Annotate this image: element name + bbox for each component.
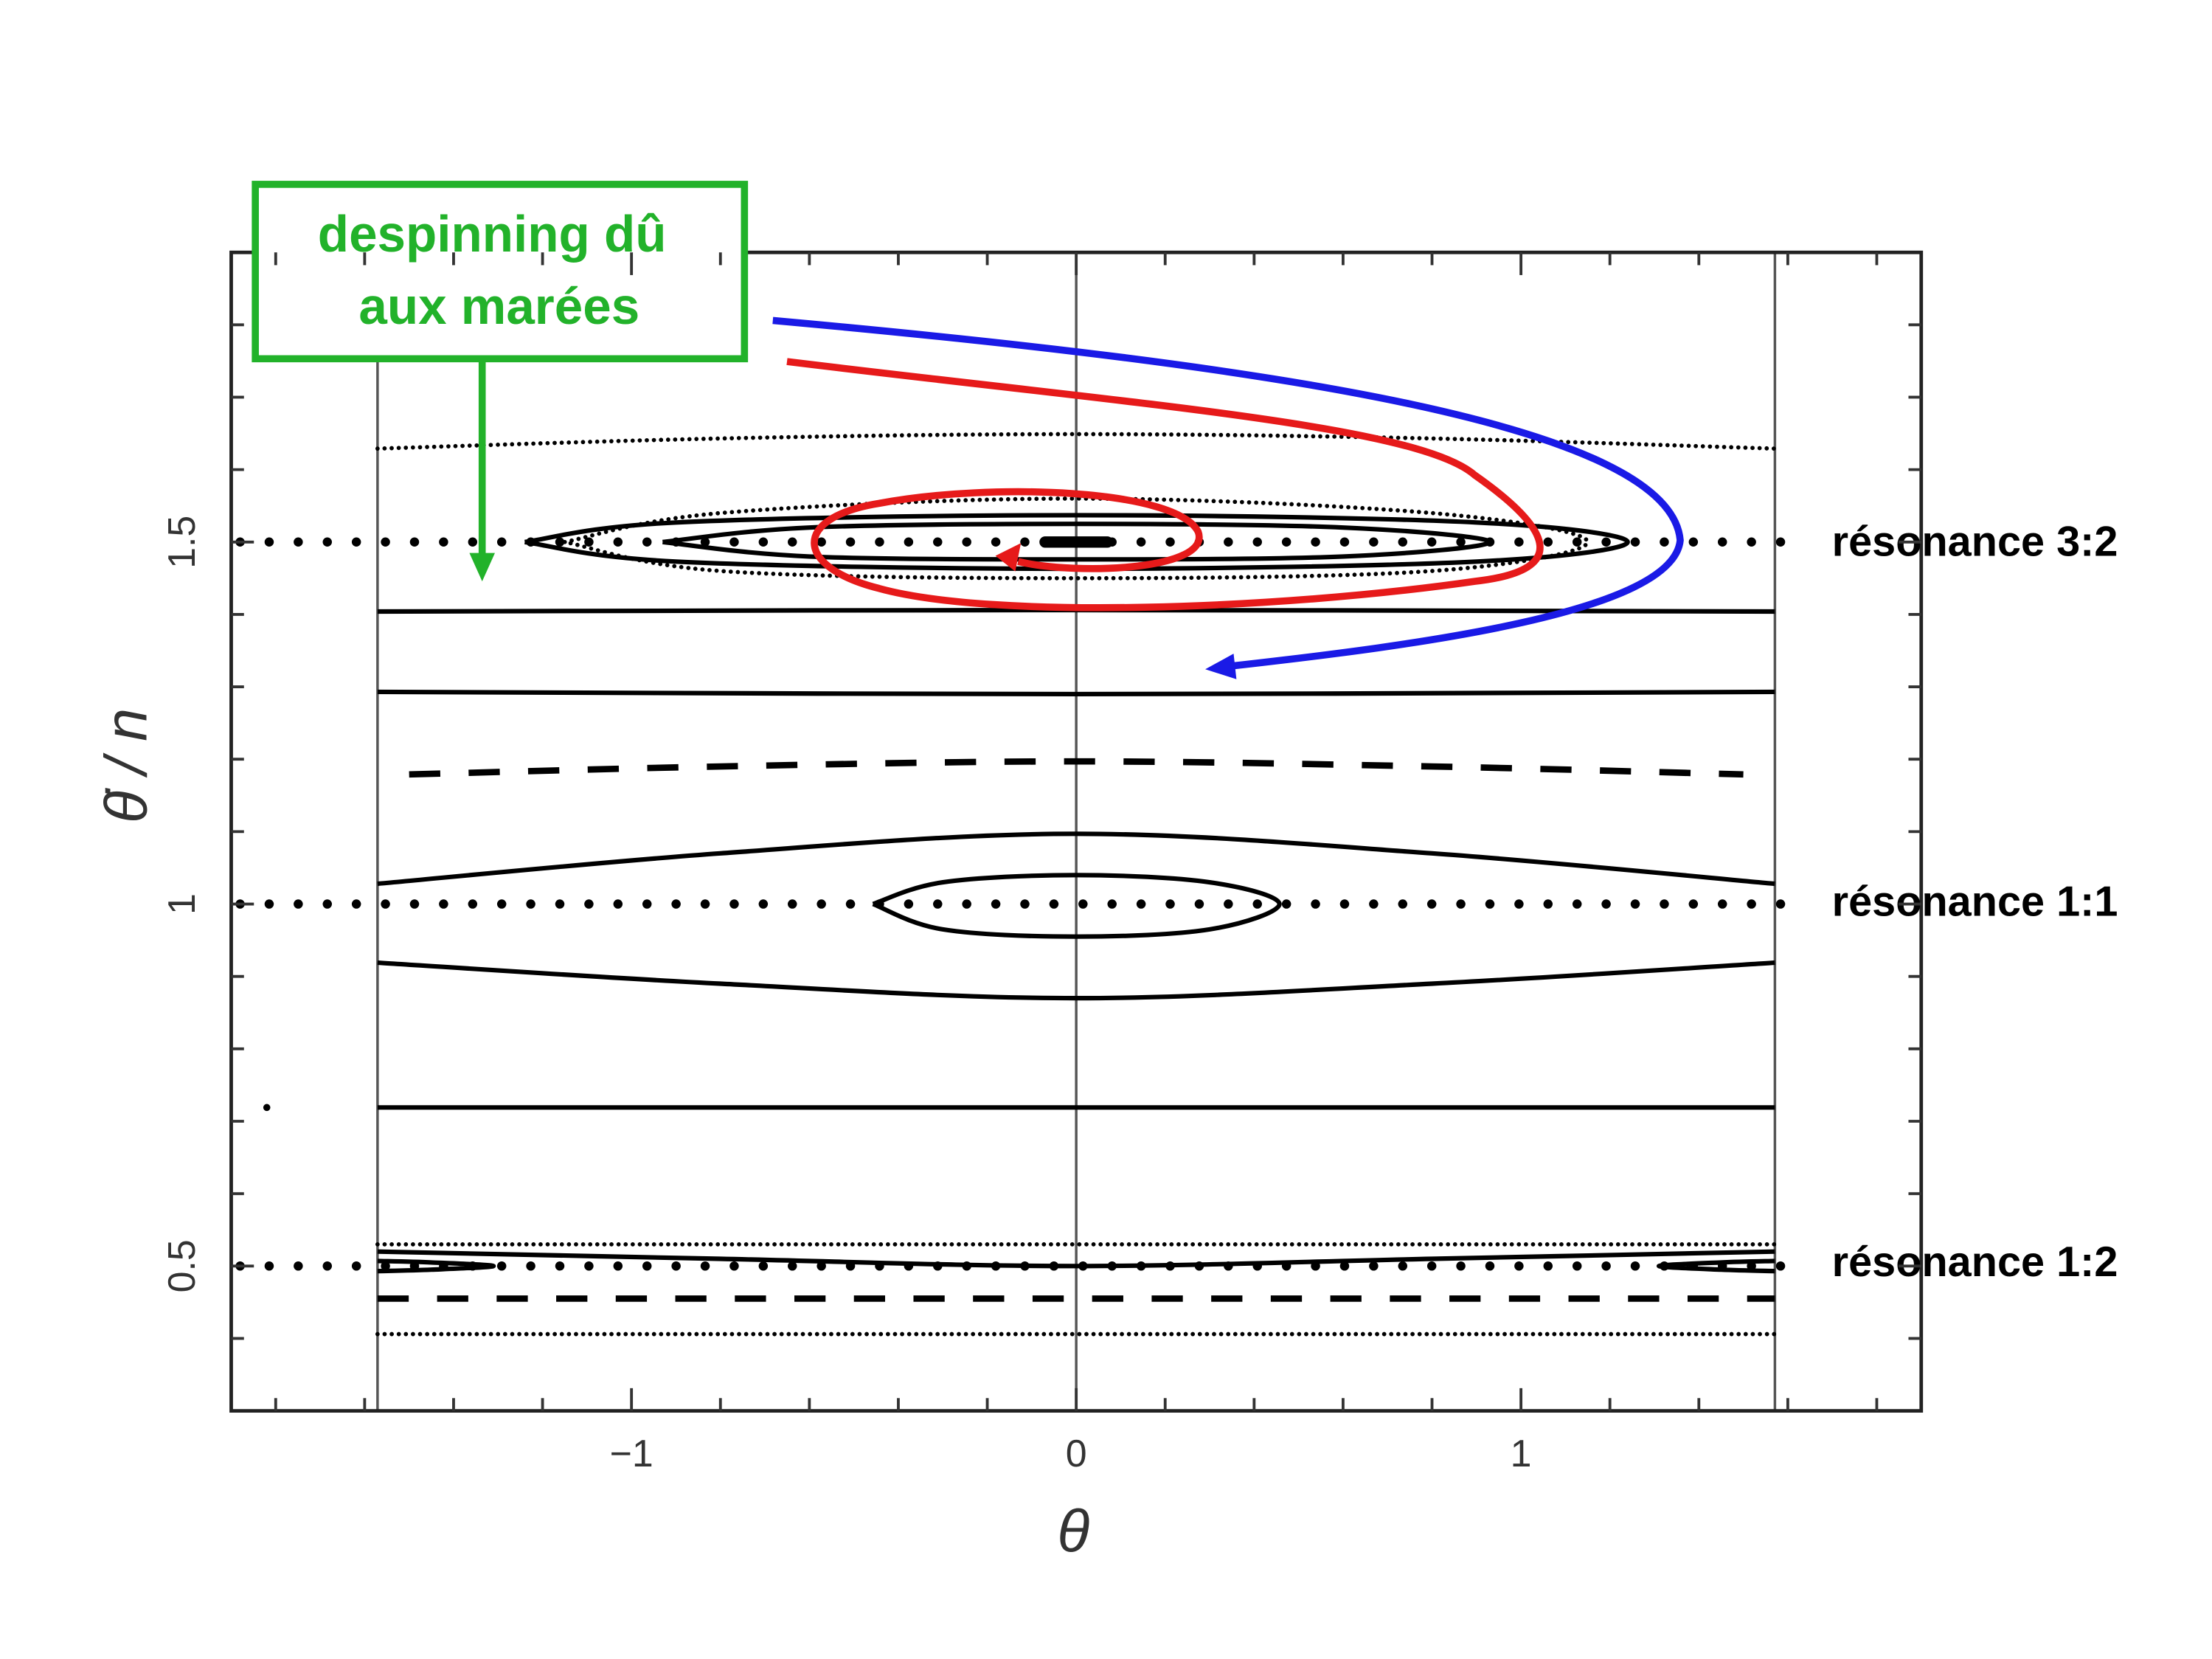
- x-tick-label: 1: [1511, 1432, 1532, 1475]
- x-tick-label: 0: [1066, 1432, 1087, 1475]
- trajectory: [662, 522, 1492, 562]
- resonance-label: résonance 1:1: [1832, 879, 2118, 926]
- trajectory: [377, 831, 1775, 887]
- x-axis-label: θ: [1057, 1498, 1089, 1565]
- y-axis-label: θ̇ / n: [93, 708, 159, 823]
- y-tick-label: 1.5: [160, 516, 203, 569]
- red-arrowhead: [995, 543, 1022, 572]
- note-text: despinning dû: [318, 205, 667, 263]
- y-tick-label: 1: [160, 893, 203, 915]
- resonance-label: résonance 1:2: [1832, 1239, 2118, 1286]
- trajectory: [377, 1249, 1775, 1269]
- trajectory: [377, 1258, 496, 1274]
- red-arrow: [786, 358, 1544, 612]
- trajectory: [377, 689, 1775, 696]
- note-box: [252, 181, 749, 363]
- x-tick-label: −1: [610, 1432, 653, 1475]
- trajectory: [409, 758, 1744, 778]
- trajectory: [377, 960, 1775, 1001]
- blue-arrow: [772, 316, 1684, 671]
- plot-area: [235, 252, 1802, 1411]
- trajectory: [1656, 1258, 1775, 1274]
- note-arrowhead: [469, 553, 496, 582]
- blue-arrowhead: [1205, 654, 1237, 679]
- point: [263, 1104, 271, 1112]
- note-text: aux marées: [358, 277, 639, 335]
- y-tick-label: 0.5: [160, 1239, 203, 1292]
- trajectory: [872, 873, 1282, 939]
- resonance-label: résonance 3:2: [1832, 518, 2118, 565]
